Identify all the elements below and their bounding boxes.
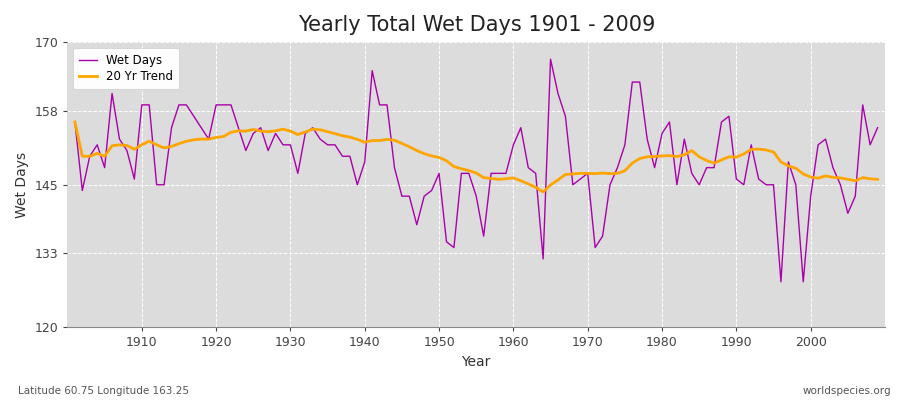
Line: Wet Days: Wet Days bbox=[75, 59, 878, 282]
Wet Days bbox=[500, 171, 511, 176]
Text: Latitude 60.75 Longitude 163.25: Latitude 60.75 Longitude 163.25 bbox=[18, 386, 189, 396]
Legend: Wet Days, 20 Yr Trend: Wet Days, 20 Yr Trend bbox=[74, 48, 179, 89]
20 Yr Trend bbox=[337, 133, 347, 138]
Wet Days bbox=[605, 182, 616, 187]
20 Yr Trend bbox=[537, 190, 548, 194]
Line: 20 Yr Trend: 20 Yr Trend bbox=[75, 122, 878, 192]
X-axis label: Year: Year bbox=[462, 355, 490, 369]
Wet Days bbox=[872, 125, 883, 130]
Wet Days bbox=[69, 120, 80, 124]
20 Yr Trend bbox=[292, 132, 303, 137]
Title: Yearly Total Wet Days 1901 - 2009: Yearly Total Wet Days 1901 - 2009 bbox=[298, 15, 655, 35]
20 Yr Trend bbox=[872, 177, 883, 182]
Wet Days bbox=[292, 171, 303, 176]
Wet Days bbox=[508, 142, 518, 147]
20 Yr Trend bbox=[500, 176, 511, 181]
Wet Days bbox=[129, 177, 140, 182]
Y-axis label: Wet Days: Wet Days bbox=[15, 152, 29, 218]
20 Yr Trend bbox=[69, 120, 80, 124]
Wet Days bbox=[545, 57, 556, 62]
Text: worldspecies.org: worldspecies.org bbox=[803, 386, 891, 396]
Wet Days bbox=[776, 279, 787, 284]
20 Yr Trend bbox=[129, 147, 140, 152]
20 Yr Trend bbox=[605, 171, 616, 176]
20 Yr Trend bbox=[508, 176, 518, 180]
Wet Days bbox=[337, 154, 347, 159]
